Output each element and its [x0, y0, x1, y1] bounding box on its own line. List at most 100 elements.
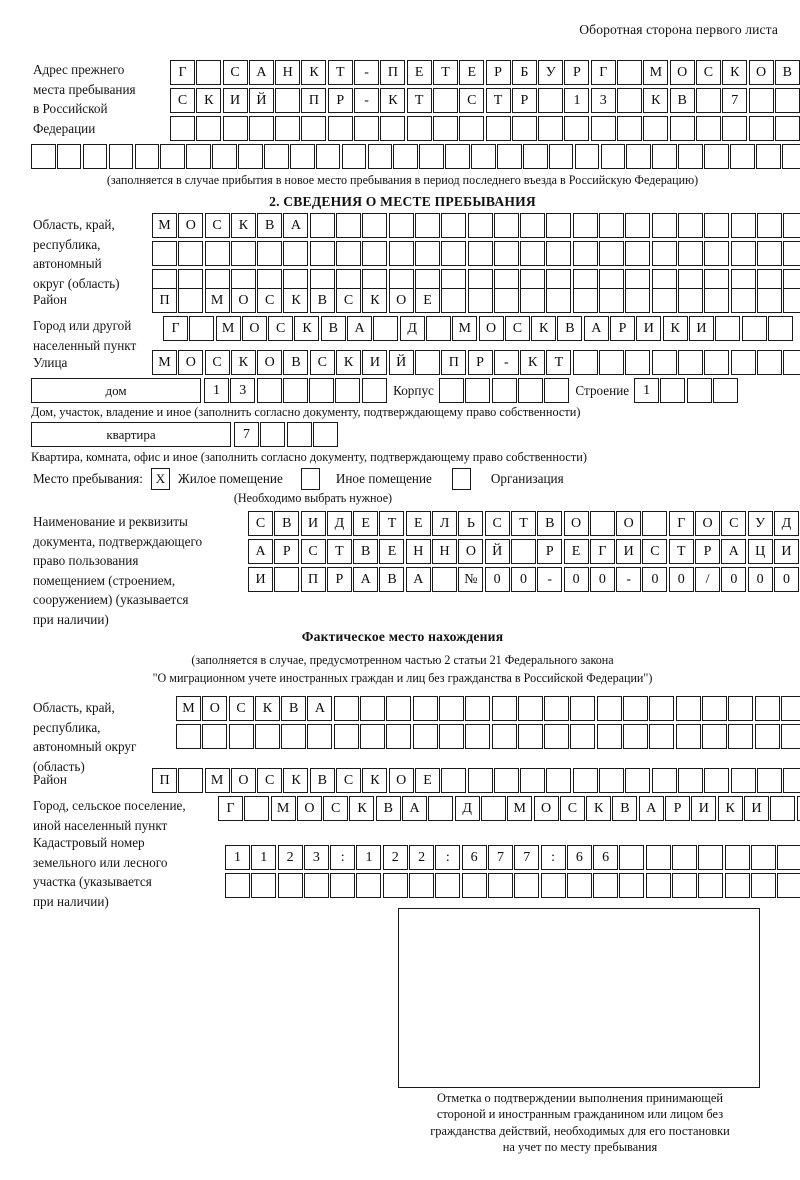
char-cell[interactable]: 1 [634, 378, 660, 403]
char-cell[interactable] [380, 116, 406, 141]
char-cell[interactable]: С [336, 288, 362, 313]
char-cell[interactable]: О [616, 511, 642, 536]
char-cell[interactable]: Т [326, 539, 352, 564]
char-cell[interactable]: О [178, 350, 204, 375]
char-cell[interactable]: О [241, 316, 267, 341]
char-cell[interactable]: К [531, 316, 557, 341]
char-cell[interactable] [781, 144, 800, 169]
char-cell[interactable] [651, 241, 677, 266]
char-cell[interactable]: С [248, 511, 273, 536]
char-cell[interactable] [212, 144, 237, 169]
char-cell[interactable] [780, 724, 800, 749]
char-cell[interactable] [178, 768, 204, 793]
char-cell[interactable] [480, 796, 506, 821]
char-cell[interactable] [704, 241, 730, 266]
char-cell[interactable] [704, 213, 730, 238]
char-cell[interactable]: С [642, 539, 668, 564]
char-cell[interactable]: Р [511, 88, 537, 113]
char-cell[interactable] [333, 724, 359, 749]
char-cell[interactable]: Р [327, 88, 353, 113]
char-cell[interactable] [56, 144, 82, 169]
char-cell[interactable] [432, 567, 458, 592]
char-cell[interactable]: У [747, 511, 773, 536]
char-cell[interactable] [617, 116, 643, 141]
char-cell[interactable]: О [669, 60, 695, 85]
char-cell[interactable] [672, 873, 698, 898]
char-cell[interactable]: К [283, 288, 309, 313]
char-cell[interactable]: И [743, 796, 769, 821]
char-cell[interactable]: М [152, 213, 177, 238]
char-cell[interactable] [686, 378, 712, 403]
char-cell[interactable] [599, 288, 625, 313]
char-cell[interactable] [544, 378, 570, 403]
char-cell[interactable] [360, 696, 386, 721]
char-cell[interactable] [722, 116, 748, 141]
confirmation-stamp-box[interactable] [398, 908, 760, 1088]
char-cell[interactable]: П [441, 350, 467, 375]
char-cell[interactable]: М [452, 316, 478, 341]
char-cell[interactable] [362, 241, 388, 266]
char-cell[interactable]: С [336, 768, 362, 793]
char-cell[interactable] [520, 288, 546, 313]
char-cell[interactable]: Д [399, 316, 425, 341]
char-cell[interactable]: 0 [484, 567, 510, 592]
char-cell[interactable] [596, 696, 622, 721]
char-cell[interactable] [170, 116, 195, 141]
char-cell[interactable] [283, 241, 309, 266]
char-cell[interactable] [301, 116, 327, 141]
char-cell[interactable] [544, 724, 570, 749]
char-cell[interactable] [677, 241, 703, 266]
char-cell[interactable]: Н [405, 539, 431, 564]
char-cell[interactable]: К [196, 88, 222, 113]
char-cell[interactable] [572, 350, 598, 375]
char-cell[interactable]: В [309, 768, 335, 793]
char-cell[interactable] [730, 144, 755, 169]
char-cell[interactable] [677, 213, 703, 238]
char-cell[interactable]: 0 [721, 567, 747, 592]
char-cell[interactable] [617, 60, 643, 85]
char-cell[interactable]: - [537, 567, 563, 592]
char-cell[interactable] [467, 768, 493, 793]
char-cell[interactable]: К [520, 350, 546, 375]
char-cell[interactable] [412, 724, 438, 749]
char-cell[interactable] [642, 511, 668, 536]
section2-region-row-2[interactable] [152, 241, 800, 266]
char-cell[interactable]: Е [414, 768, 440, 793]
char-cell[interactable] [741, 316, 767, 341]
char-cell[interactable]: О [296, 796, 322, 821]
char-cell[interactable]: М [215, 316, 241, 341]
char-cell[interactable] [327, 116, 353, 141]
char-cell[interactable] [275, 116, 301, 141]
char-cell[interactable] [728, 696, 754, 721]
char-cell[interactable]: С [170, 88, 195, 113]
char-cell[interactable] [360, 724, 386, 749]
char-cell[interactable] [520, 213, 546, 238]
char-cell[interactable]: Г [163, 316, 188, 341]
char-cell[interactable]: К [662, 316, 688, 341]
char-cell[interactable]: 2 [277, 845, 303, 870]
char-cell[interactable]: С [459, 88, 485, 113]
char-cell[interactable]: Т [406, 88, 432, 113]
char-cell[interactable] [651, 350, 677, 375]
char-cell[interactable]: И [362, 350, 388, 375]
char-cell[interactable] [315, 144, 341, 169]
char-cell[interactable]: И [688, 316, 714, 341]
char-cell[interactable] [264, 144, 289, 169]
char-cell[interactable] [572, 213, 598, 238]
char-cell[interactable]: А [248, 60, 274, 85]
char-cell[interactable]: 3 [590, 88, 616, 113]
char-cell[interactable]: Е [353, 511, 379, 536]
char-cell[interactable]: 1 [225, 845, 250, 870]
char-cell[interactable] [517, 724, 543, 749]
char-cell[interactable] [522, 144, 548, 169]
char-cell[interactable] [704, 768, 730, 793]
char-cell[interactable] [189, 316, 215, 341]
char-cell[interactable]: 7 [722, 88, 748, 113]
char-cell[interactable] [750, 873, 776, 898]
char-cell[interactable]: Н [275, 60, 301, 85]
char-cell[interactable]: К [643, 88, 669, 113]
char-cell[interactable]: Т [668, 539, 694, 564]
